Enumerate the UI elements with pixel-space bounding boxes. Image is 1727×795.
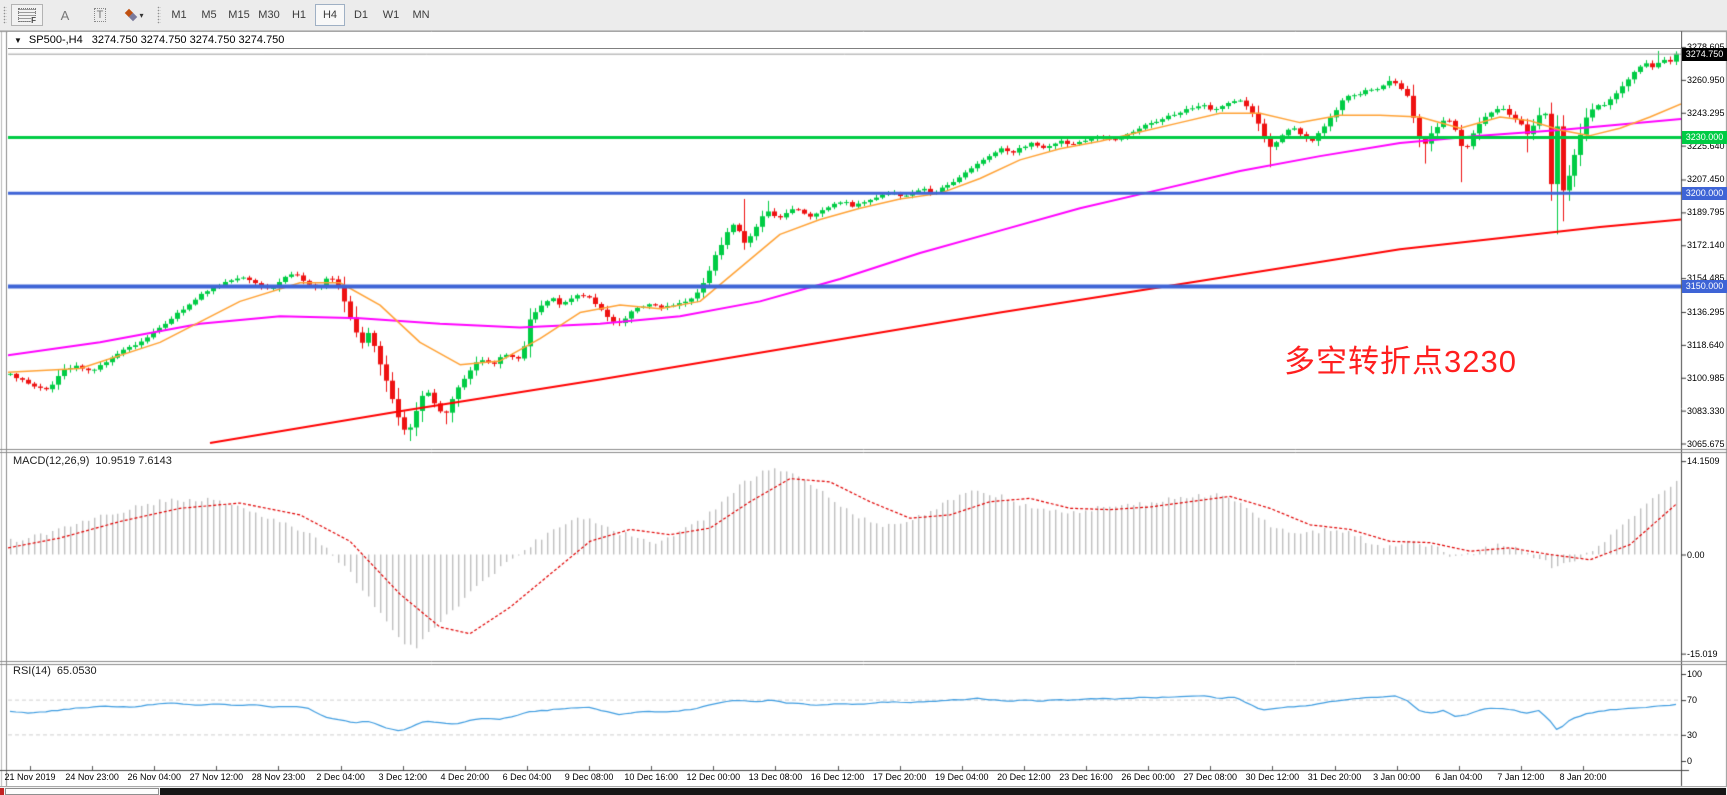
- scrollbar-origin-marker: [0, 788, 4, 795]
- timeframe-button-m15[interactable]: M15: [228, 9, 250, 21]
- arrow-tool-icon: [129, 12, 138, 22]
- scrollbar-track[interactable]: [5, 788, 159, 795]
- timeframe-button-m5[interactable]: M5: [201, 9, 217, 21]
- text-label-icon: A: [60, 7, 70, 23]
- timeframe-button-m30[interactable]: M30: [258, 9, 280, 21]
- chevron-down-icon[interactable]: ▾: [139, 10, 144, 20]
- horizontal-scrollbar[interactable]: [0, 786, 1727, 795]
- grid-f-icon: F: [18, 8, 36, 25]
- chart-title-bar: ▼ SP500-,H4 3274.750 3274.750 3274.750 3…: [8, 32, 1681, 49]
- timeframe-toolbar: M1 M5 M15 M30 H1 H4 D1 W1 MN: [164, 4, 436, 26]
- scrollbar-thumb[interactable]: [160, 788, 1726, 795]
- macd-indicator-name: MACD(12,26,9): [13, 455, 90, 467]
- toolbar: F A T ▾ M1 M5 M15 M30 H1 H4 D1 W1 MN: [0, 0, 1727, 31]
- chevron-down-icon[interactable]: ▼: [14, 35, 22, 45]
- fibo-grid-tool-button[interactable]: F: [11, 4, 43, 26]
- timeframe-button-w1[interactable]: W1: [382, 9, 400, 21]
- arrow-tools-button[interactable]: ▾: [122, 5, 148, 25]
- text-label-tool-button[interactable]: A: [52, 5, 78, 25]
- timeframe-button-h1[interactable]: H1: [291, 9, 307, 21]
- timeframe-button-h4[interactable]: H4: [315, 4, 345, 26]
- annotation-text: 多空转折点3230: [1284, 344, 1517, 379]
- rsi-indicator-value: 65.0530: [56, 665, 97, 677]
- ohlc-values: 3274.750 3274.750 3274.750 3274.750: [91, 34, 285, 46]
- rsi-indicator-name: RSI(14): [13, 665, 51, 677]
- text-box-icon: T: [93, 8, 107, 22]
- toolbar-drag-handle[interactable]: [3, 6, 7, 24]
- macd-pane-label: MACD(12,26,9) 10.9519 7.6143: [13, 455, 172, 467]
- rsi-pane-label: RSI(14) 65.0530: [13, 665, 97, 677]
- timeframe-button-mn[interactable]: MN: [412, 9, 430, 21]
- symbol-period-label: SP500-,H4: [28, 34, 83, 46]
- timeframe-button-m1[interactable]: M1: [171, 9, 187, 21]
- timeframe-button-d1[interactable]: D1: [353, 9, 369, 21]
- macd-indicator-values: 10.9519 7.6143: [95, 455, 172, 467]
- toolbar-drag-handle[interactable]: [157, 6, 161, 24]
- text-box-tool-button[interactable]: T: [87, 5, 113, 25]
